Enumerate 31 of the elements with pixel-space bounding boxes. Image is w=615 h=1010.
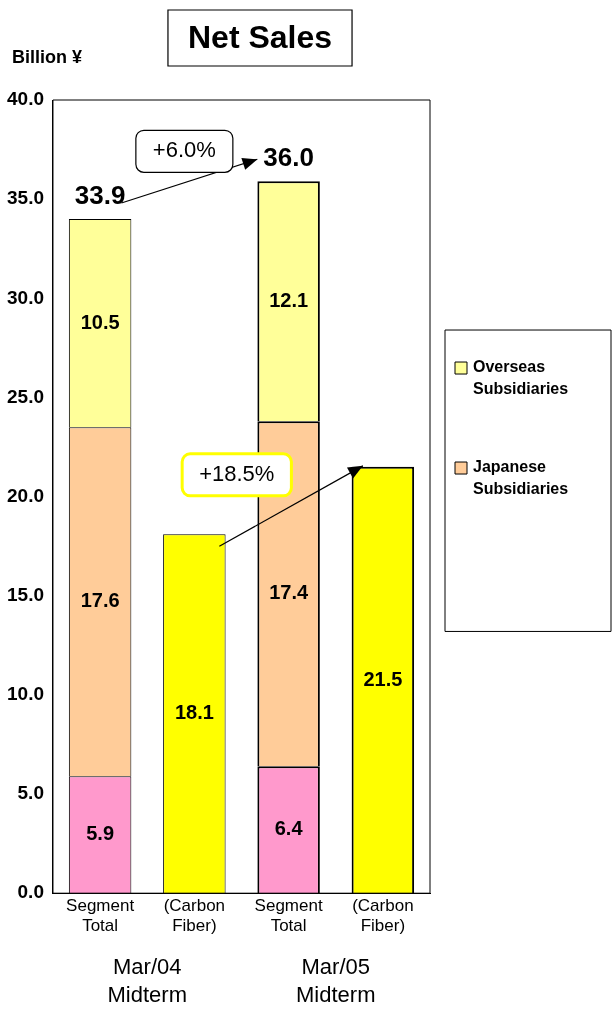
y-tick-label: 0.0 [17, 881, 44, 903]
y-tick-label: 15.0 [7, 583, 44, 605]
annotation: +6.0% [152, 137, 216, 163]
data-label: 5.9 [86, 822, 115, 845]
y-axis-title: Billion ¥ [12, 46, 83, 67]
data-label: 21.5 [363, 667, 403, 690]
data-label: 10.5 [80, 310, 120, 333]
annotation: +18.5% [199, 460, 275, 486]
y-tick-label: 30.0 [7, 286, 44, 308]
y-tick-label: 35.0 [7, 187, 44, 209]
legend-label: Overseas Subsidiaries [473, 358, 569, 398]
data-label: 17.6 [80, 589, 120, 612]
data-label: 6.4 [274, 817, 304, 840]
x-tick-label: Segment Total [66, 896, 135, 936]
y-tick-label: 20.0 [7, 484, 44, 506]
text: Mar/05 Midterm [296, 954, 376, 1008]
legend-label: Japanese Subsidiaries [473, 458, 569, 498]
x-tick-label: (Carbon Fiber) [163, 896, 226, 936]
data-label: 17.4 [269, 581, 309, 604]
chart-title: Net Sales [187, 18, 333, 55]
y-tick-label: 25.0 [7, 385, 44, 407]
y-tick-label: 40.0 [7, 88, 44, 110]
total-label: 36.0 [263, 142, 314, 173]
y-tick-label: 10.0 [7, 683, 44, 705]
total-label: 33.9 [74, 180, 126, 211]
x-tick-label: (Carbon Fiber) [352, 896, 414, 936]
y-tick-label: 5.0 [17, 782, 44, 804]
x-tick-label: Segment Total [254, 896, 323, 936]
data-label: 12.1 [269, 288, 309, 311]
text: Mar/04 Midterm [107, 954, 187, 1008]
data-label: 18.1 [174, 701, 214, 724]
